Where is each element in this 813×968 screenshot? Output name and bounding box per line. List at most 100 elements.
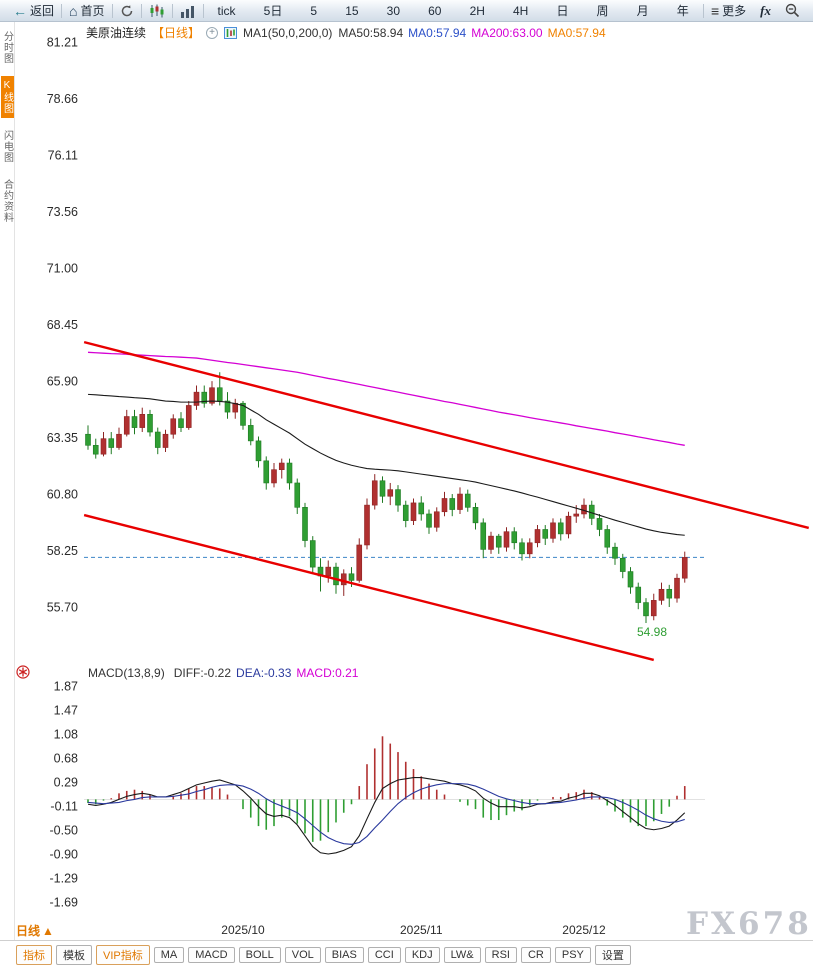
period-selector-label: 日线	[16, 924, 41, 938]
more-button[interactable]: ≡ 更多	[704, 0, 753, 21]
sidebar-item-分时图[interactable]: 分时图	[1, 31, 13, 64]
sidebar-item-K线图[interactable]: K线图	[0, 76, 14, 118]
price-axis: 81.21 78.66 76.11 73.56 71.00 68.45 65.90 63.35…	[47, 36, 78, 910]
sidebar-item-合约资料[interactable]: 合约资料	[1, 179, 13, 223]
zoom-out-button[interactable]	[778, 0, 807, 21]
svg-text:60.80: 60.80	[47, 488, 78, 502]
fx678-watermark: FX678	[686, 906, 812, 942]
macd-value: DEA:-0.33	[236, 666, 292, 680]
menu-icon: ≡	[710, 2, 720, 19]
period-button-月[interactable]: 月	[636, 4, 649, 18]
period-button-5日[interactable]: 5日	[263, 4, 283, 18]
svg-text:-0.90: -0.90	[50, 848, 79, 862]
svg-text:55.70: 55.70	[47, 601, 78, 615]
indicator-settings-icon[interactable]	[16, 665, 30, 684]
sidebar-item-闪电图[interactable]: 闪电图	[1, 130, 13, 163]
chart-header: 美原油连续 【日线】 + MA1(50,0,200,0) MA50:58.94 MA…	[86, 24, 611, 41]
indicator-badge-icon[interactable]	[224, 26, 238, 39]
indicator-params: MA1(50,0,200,0)	[243, 25, 333, 40]
period-button-日[interactable]: 日	[556, 4, 569, 18]
toolbar-periods: tick 5日 5 15 30 60 2H 4H 日 周 月 年	[204, 0, 703, 21]
toolbar: ← 返回 ⌂ 首页 tick 5日 5 15 30 60 2H 4H 日 周 月 年	[0, 0, 813, 22]
toolbar-separator	[171, 3, 173, 18]
period-selector[interactable]: 日线 ▲	[16, 922, 54, 939]
tab-CR[interactable]: CR	[520, 946, 551, 963]
macd-title: MACD(13,8,9)	[88, 666, 165, 680]
tab-MA[interactable]: MA	[153, 946, 185, 963]
refresh-icon	[121, 4, 132, 16]
home-button[interactable]: ⌂ 首页	[62, 0, 111, 21]
back-label: 返回	[30, 4, 55, 18]
home-icon: ⌂	[69, 2, 78, 19]
svg-text:-1.69: -1.69	[50, 896, 79, 910]
tab-CCI[interactable]: CCI	[367, 946, 401, 963]
volume-chart-button[interactable]	[173, 0, 203, 21]
kline-chart-icon	[150, 4, 163, 17]
ma-value: MA50:58.94	[338, 25, 404, 40]
period-button-周[interactable]: 周	[596, 4, 609, 18]
svg-text:71.00: 71.00	[47, 262, 78, 276]
fx-button[interactable]: fx	[760, 2, 771, 18]
period-button-tick[interactable]: tick	[217, 3, 236, 18]
macd-value: DIFF:-0.22	[173, 666, 232, 680]
period-button-60[interactable]: 60	[428, 3, 442, 18]
period-button-2H[interactable]: 2H	[469, 3, 485, 18]
candles	[85, 372, 688, 623]
macd-histogram	[87, 736, 686, 842]
left-sidebar: 分时图 K线图闪电图合约资料	[0, 22, 15, 968]
svg-text:63.35: 63.35	[47, 431, 78, 445]
back-button[interactable]: ← 返回	[6, 0, 61, 21]
svg-text:76.11: 76.11	[48, 149, 78, 163]
magnifier-minus-icon	[785, 3, 800, 18]
toolbar-separator	[702, 3, 704, 18]
svg-text:78.66: 78.66	[47, 92, 78, 106]
add-indicator-icon[interactable]: +	[206, 26, 219, 39]
tab-PSY[interactable]: PSY	[554, 946, 591, 963]
period-button-5[interactable]: 5	[310, 3, 318, 18]
svg-text:0.29: 0.29	[54, 776, 78, 790]
period-button-4H[interactable]: 4H	[513, 3, 529, 18]
ma200-line	[87, 351, 685, 446]
toolbar-separator	[202, 3, 204, 18]
tab-BIAS[interactable]: BIAS	[324, 946, 364, 963]
x-axis-label: 2025/12	[562, 923, 606, 937]
svg-text:1.47: 1.47	[54, 704, 78, 718]
tab-VIP指标[interactable]: VIP指标	[96, 944, 150, 965]
x-axis-label: 2025/10	[221, 923, 265, 937]
macd-header: MACD(13,8,9) DIFF:-0.22 DEA:-0.33 MACD:0.2…	[88, 666, 363, 680]
ma-value: MA0:57.94	[547, 25, 606, 40]
svg-text:1.87: 1.87	[54, 680, 78, 694]
tab-模板[interactable]: 模板	[56, 944, 92, 965]
tab-LW&[interactable]: LW&	[443, 946, 481, 963]
tab-MACD[interactable]: MACD	[188, 946, 235, 963]
macd-values: DIFF:-0.22 DEA:-0.33 MACD:0.21	[174, 666, 364, 680]
period-tag: 【日线】	[152, 26, 201, 40]
tab-VOL[interactable]: VOL	[284, 946, 321, 963]
ma-value: MA0:57.94	[408, 25, 467, 40]
bottom-tabs: 指标 模板 VIP指标 MA MACD BOLL VOL BIAS CCI KDJ LW& RSI CR…	[0, 940, 813, 968]
svg-text:65.90: 65.90	[47, 375, 78, 389]
kline-chart-button[interactable]	[142, 0, 172, 21]
tab-BOLL[interactable]: BOLL	[238, 946, 281, 963]
toolbar-separator	[111, 3, 113, 18]
tab-RSI[interactable]: RSI	[484, 946, 517, 963]
svg-text:0.68: 0.68	[54, 752, 78, 766]
period-button-30[interactable]: 30	[386, 3, 401, 18]
svg-text:81.21: 81.21	[47, 36, 78, 50]
period-button-15[interactable]: 15	[345, 3, 359, 18]
toolbar-separator	[61, 3, 63, 18]
tab-设置[interactable]: 设置	[594, 944, 631, 965]
svg-text:-0.11: -0.11	[50, 800, 78, 814]
tab-KDJ[interactable]: KDJ	[404, 946, 440, 963]
symbol-name: 美原油连续	[86, 26, 147, 40]
svg-text:1.08: 1.08	[54, 728, 78, 742]
diff-line	[87, 777, 686, 855]
svg-text:-1.29: -1.29	[50, 872, 79, 886]
more-label: 更多	[722, 4, 747, 18]
dea-line	[87, 783, 685, 845]
refresh-button[interactable]	[113, 0, 141, 21]
period-button-年[interactable]: 年	[676, 4, 689, 18]
tab-指标[interactable]: 指标	[16, 944, 52, 965]
x-axis-label: 2025/11	[400, 923, 443, 937]
